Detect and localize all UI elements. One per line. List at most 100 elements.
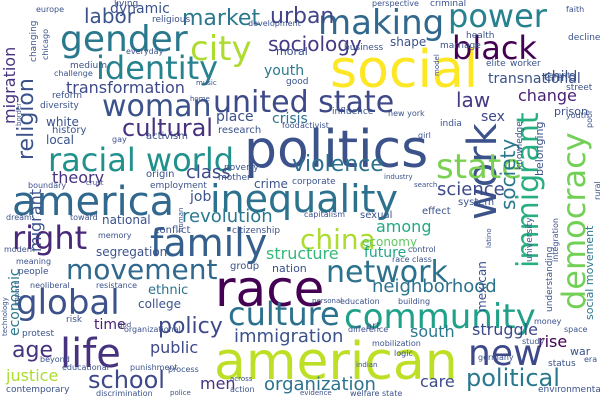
- word-industry: industry: [384, 173, 413, 181]
- word-class: class: [186, 162, 231, 183]
- word-home: home: [190, 95, 210, 103]
- word-search: search: [414, 181, 438, 189]
- word-knowledge: knowledge: [515, 121, 525, 170]
- word-job: job: [190, 189, 212, 205]
- word-labor: labor: [84, 4, 135, 28]
- word-movement: movement: [66, 253, 218, 286]
- word-integration: integration: [551, 218, 560, 262]
- word-law: law: [456, 88, 491, 112]
- word-change: change: [518, 86, 577, 105]
- word-violence: violence: [292, 152, 384, 177]
- word-era: era: [584, 355, 598, 364]
- word-protest: protest: [22, 329, 55, 339]
- word-welfare-state: welfare state: [350, 389, 403, 398]
- word-parent: parent: [544, 71, 571, 80]
- word-food: food: [282, 121, 300, 130]
- word-gay: gay: [112, 135, 127, 144]
- word-human: human: [177, 207, 185, 232]
- word-music: music: [196, 79, 217, 87]
- word-urban: urban: [270, 4, 335, 29]
- word-girl: girl: [418, 131, 431, 140]
- word-difference: difference: [348, 325, 389, 334]
- word-good: good: [286, 77, 309, 87]
- word-health: health: [466, 31, 495, 41]
- word-woman: woman: [102, 89, 212, 124]
- word-contemporary: contemporary: [6, 385, 70, 395]
- word-changing: changing: [29, 20, 39, 62]
- word-god: god: [118, 321, 132, 329]
- word-personal: personal: [312, 297, 343, 305]
- word-segregation: segregation: [96, 245, 168, 259]
- word-war: war: [570, 345, 591, 358]
- word-cultural: cultural: [122, 114, 213, 142]
- word-belonging: belonging: [533, 121, 546, 176]
- word-citizenship: citizenship: [232, 226, 281, 236]
- word-educational: educational: [62, 363, 109, 372]
- word-space: space: [564, 325, 588, 334]
- word-punishment: punishment: [130, 363, 178, 372]
- word-toward: toward: [70, 213, 98, 222]
- word-chicago: chicago: [41, 29, 50, 60]
- word-moral: moral: [276, 45, 308, 58]
- word-faith: faith: [566, 5, 585, 14]
- word-state: state: [436, 147, 523, 187]
- word-logic: logic: [394, 349, 413, 358]
- word-university: university: [525, 217, 535, 262]
- word-white: white: [46, 115, 79, 129]
- word-police: police: [170, 389, 191, 397]
- word-technology: technology: [1, 297, 9, 336]
- word-mexican: mexican: [475, 261, 489, 312]
- word-justice: justice: [6, 366, 59, 385]
- word-politics: politics: [244, 120, 429, 180]
- word-family: family: [150, 221, 268, 265]
- word-everyday: everyday: [126, 47, 164, 56]
- word-community: community: [344, 297, 536, 337]
- word-marriage: marriage: [440, 41, 481, 51]
- word-culture: culture: [228, 295, 340, 333]
- word-religious: religious: [152, 15, 191, 25]
- word-risk: risk: [66, 315, 83, 325]
- word-social: social: [330, 40, 479, 100]
- word-neoliberal: neoliberal: [30, 281, 70, 290]
- word-china: china: [300, 223, 376, 256]
- word-men: men: [200, 374, 236, 393]
- word-business: business: [344, 43, 384, 53]
- word-living: living: [114, 0, 139, 9]
- word-shape: shape: [390, 35, 427, 49]
- word-street: street: [566, 83, 593, 93]
- word-national: national: [102, 213, 151, 227]
- word-identity: identity: [96, 49, 219, 87]
- word-reform: reform: [52, 91, 83, 101]
- word-right: right: [12, 219, 88, 257]
- word-influence: influence: [332, 107, 374, 117]
- word-economy: economy: [362, 235, 418, 249]
- word-organization: organization: [264, 374, 376, 395]
- word-racial-world: racial world: [48, 141, 235, 179]
- word-indian: indian: [356, 361, 378, 369]
- word-origin: origin: [146, 169, 175, 180]
- word-structure: structure: [266, 244, 339, 263]
- word-latino: latino: [485, 228, 493, 248]
- word-race-class: race class: [392, 255, 432, 264]
- word-action: action: [230, 385, 255, 394]
- word-dream: dream: [6, 213, 32, 222]
- word-diversity: diversity: [40, 101, 79, 111]
- word-conflict: conflict: [154, 225, 191, 236]
- word-dynamic: dynamic: [110, 1, 170, 17]
- word-south: south: [410, 322, 455, 341]
- word-united-state: united state: [213, 85, 395, 120]
- word-making: making: [318, 3, 445, 43]
- word-theory: theory: [52, 168, 105, 187]
- word-building: building: [398, 297, 431, 306]
- word-crisis: crisis: [272, 111, 308, 127]
- word-city: city: [190, 29, 252, 69]
- word-network: network: [326, 255, 448, 290]
- word-new: new: [468, 333, 543, 374]
- word-future: future: [364, 245, 407, 261]
- word-mobilization: mobilization: [372, 339, 421, 348]
- word-transnational: transnational: [488, 71, 581, 87]
- word-beyond: beyond: [40, 355, 70, 364]
- word-europe: europe: [36, 5, 64, 14]
- word-transformation: transformation: [66, 78, 185, 97]
- word-life: life: [60, 331, 121, 377]
